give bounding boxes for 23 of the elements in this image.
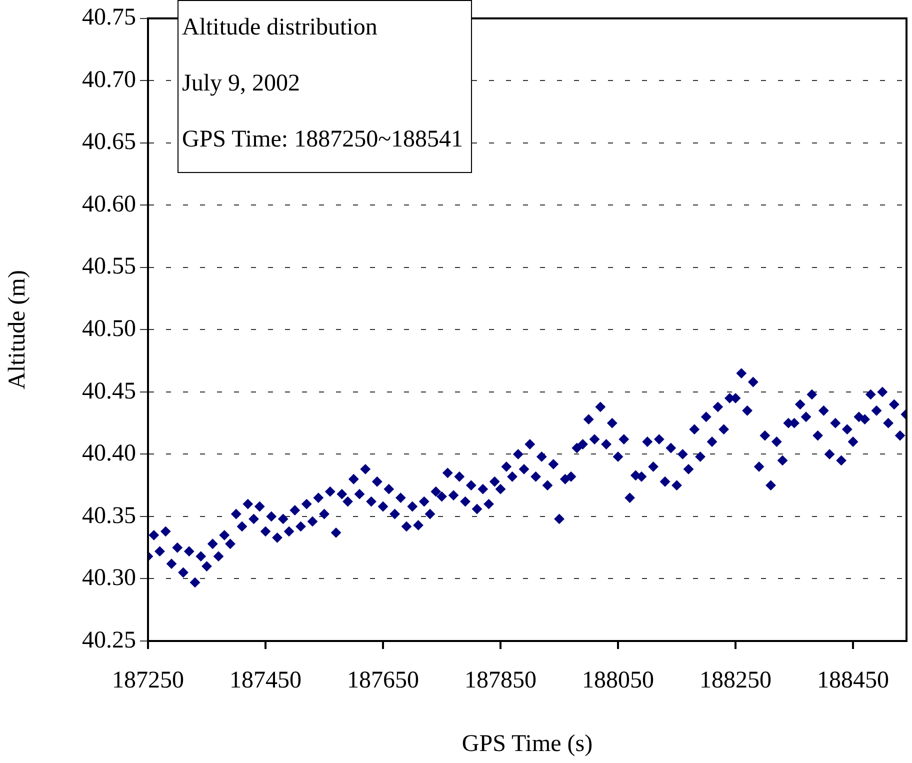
x-tick-label: 188050 — [582, 668, 654, 694]
x-tick-label: 187450 — [230, 668, 302, 694]
y-tick-label: 40.60 — [82, 191, 136, 218]
annotation: GPS Time: 1887250~188541 — [182, 126, 464, 152]
y-tick-label: 40.30 — [82, 565, 136, 592]
y-tick-label: 40.65 — [82, 129, 136, 156]
y-tick-label: 40.25 — [82, 627, 136, 654]
annotation: July 9, 2002 — [182, 70, 300, 96]
x-axis-title: GPS Time (s) — [462, 730, 593, 757]
x-tick-label: 187850 — [464, 668, 537, 694]
x-tick-label: 187250 — [112, 668, 184, 694]
y-tick-label: 40.40 — [82, 440, 136, 467]
x-tick-label: 187650 — [347, 668, 420, 694]
y-tick-label: 40.50 — [82, 316, 136, 342]
y-tick-label: 40.75 — [82, 4, 136, 31]
x-tick-label: 188250 — [700, 668, 772, 694]
y-tick-label: 40.70 — [82, 66, 136, 93]
y-tick-label: 40.35 — [82, 502, 136, 529]
y-tick-label: 40.55 — [82, 254, 136, 280]
y-axis-title: Altitude (m) — [4, 270, 31, 390]
annotation: Altitude distribution — [182, 14, 378, 40]
x-tick-label: 188450 — [817, 668, 890, 694]
y-tick-label: 40.45 — [82, 378, 136, 404]
